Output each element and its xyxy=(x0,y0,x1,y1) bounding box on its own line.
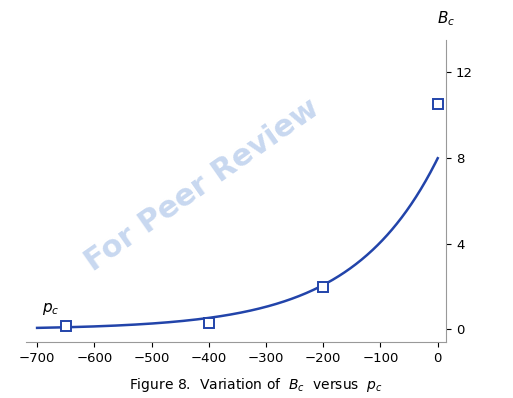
Text: For Peer Review: For Peer Review xyxy=(80,93,325,277)
Text: $B_c$: $B_c$ xyxy=(437,9,456,28)
Text: $p_c$: $p_c$ xyxy=(42,300,60,316)
Text: Figure 8.  Variation of  $B_c$  versus  $p_c$: Figure 8. Variation of $B_c$ versus $p_c… xyxy=(129,376,384,394)
